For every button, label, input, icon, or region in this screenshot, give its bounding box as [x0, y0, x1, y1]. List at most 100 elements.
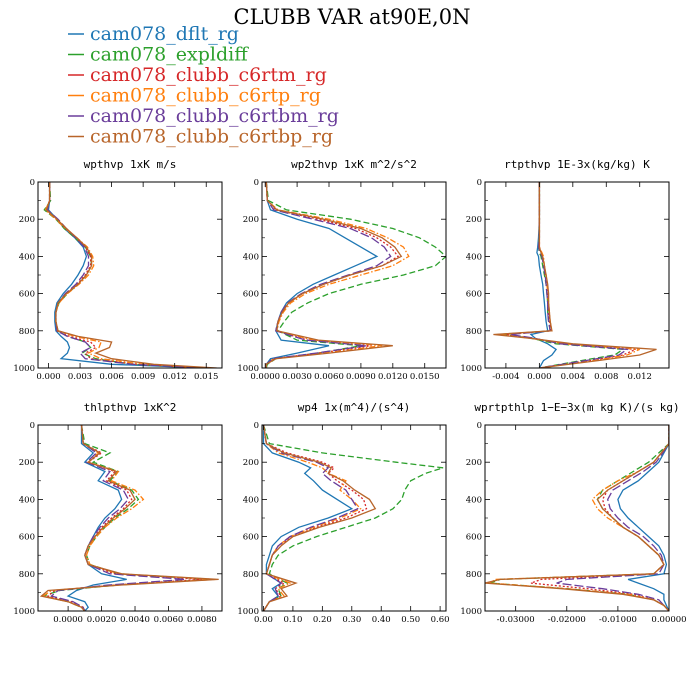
series-line — [262, 425, 354, 611]
series-line — [489, 425, 669, 611]
series-line — [488, 425, 669, 611]
legend-label: cam078_clubb_c6rtp_rg — [90, 85, 321, 107]
panel-title: rtpthvp 1E-3x(kg/kg) K — [504, 158, 650, 171]
legend-item: cam078_expldiff — [68, 44, 249, 66]
series-line — [262, 425, 368, 611]
panel-4: thlpthvp 1xK^2 0 200 400 600 800 1000 0.0000 0.0… — [13, 401, 223, 625]
x-tick-label: 0.10 — [283, 615, 302, 625]
series-line — [556, 425, 669, 611]
x-tick-label: 0.0030 — [282, 372, 312, 382]
y-tick-label: 0 — [254, 178, 259, 188]
series-line — [45, 182, 217, 368]
panel-title: wp4 1x(m^4)/(s^4) — [298, 401, 411, 414]
y-tick-label: 800 — [19, 327, 35, 337]
legend-label: cam078_clubb_c6rtbp_rg — [90, 126, 333, 148]
y-tick-label: 400 — [243, 252, 259, 262]
y-tick-label: 1000 — [13, 364, 35, 374]
series-line — [510, 182, 630, 368]
panel-title: wprtpthlp 1−E−3x(m kg K)/(s kg) — [474, 401, 679, 414]
x-tick-label: 0.0020 — [87, 615, 117, 625]
y-tick-label: 0 — [477, 421, 482, 431]
panel-series — [262, 425, 444, 611]
x-tick-label: -0.004 — [492, 372, 519, 382]
series-line — [262, 425, 377, 611]
x-tick-label: -0.01000 — [599, 615, 637, 625]
panel-frame — [484, 181, 670, 369]
x-tick-label: 0.0060 — [154, 615, 184, 625]
legend-item: cam078_clubb_c6rtp_rg — [68, 85, 321, 107]
series-line — [485, 425, 669, 611]
x-tick-label: 0.0000 — [250, 372, 280, 382]
legend-item: cam078_clubb_c6rtbp_rg — [68, 126, 333, 148]
series-line — [46, 182, 207, 368]
series-line — [529, 182, 558, 368]
x-tick-label: 0.0060 — [314, 372, 344, 382]
y-tick-label: 800 — [243, 327, 259, 337]
x-tick-label: 0.012 — [628, 372, 652, 382]
panel-series — [485, 425, 669, 611]
panel-frame — [484, 424, 670, 612]
y-tick-label: 800 — [466, 570, 482, 580]
x-tick-label: 0.003 — [68, 372, 92, 382]
x-tick-label: 0.000 — [36, 372, 60, 382]
panel-title: thlpthvp 1xK^2 — [84, 401, 177, 414]
series-line — [44, 182, 207, 368]
y-tick-label: 0 — [254, 421, 259, 431]
panel-title: wpthvp 1xK m/s — [84, 158, 177, 171]
y-tick-label: 600 — [243, 290, 259, 300]
y-tick-label: 0 — [477, 178, 482, 188]
series-line — [530, 425, 669, 611]
x-tick-label: 0.00 — [254, 615, 273, 625]
x-tick-label: 0.0120 — [378, 372, 408, 382]
series-line — [46, 425, 202, 611]
x-tick-label: 0.40 — [372, 615, 391, 625]
y-tick-label: 600 — [19, 533, 35, 543]
y-tick-label: 1000 — [237, 607, 259, 617]
series-line — [501, 182, 625, 368]
panel-series — [39, 425, 219, 611]
series-line — [39, 425, 219, 611]
series-line — [262, 425, 359, 611]
y-tick-label: 200 — [243, 458, 259, 468]
series-line — [265, 182, 403, 368]
x-tick-label: 0.0080 — [187, 615, 217, 625]
y-tick-label: 0 — [30, 421, 35, 431]
series-line — [40, 425, 211, 611]
series-line — [617, 425, 669, 611]
y-tick-label: 800 — [466, 327, 482, 337]
series-line — [45, 182, 207, 368]
series-line — [43, 182, 207, 368]
panel-series — [265, 182, 446, 368]
y-tick-label: 1000 — [460, 607, 482, 617]
y-tick-label: 800 — [19, 570, 35, 580]
x-tick-label: 0.004 — [561, 372, 585, 382]
panel-2: wp2thvp 1xK m^2/s^2020040060080010000.00… — [237, 158, 447, 382]
y-tick-label: 200 — [466, 215, 482, 225]
y-tick-label: 0 — [30, 178, 35, 188]
y-tick-label: 600 — [466, 290, 482, 300]
y-tick-label: 200 — [466, 458, 482, 468]
series-line — [262, 425, 362, 611]
y-tick-label: 400 — [466, 495, 482, 505]
legend-item: cam078_clubb_c6rtm_rg — [68, 64, 327, 86]
legend-label: cam078_dflt_rg — [90, 23, 239, 45]
x-tick-label: 0.20 — [313, 615, 332, 625]
series-line — [265, 182, 410, 368]
series-line — [505, 182, 636, 368]
series-line — [265, 182, 379, 368]
panel-title: wp2thvp 1xK m^2/s^2 — [291, 158, 417, 171]
x-tick-label: 0.008 — [594, 372, 618, 382]
panel-frame — [261, 181, 447, 369]
series-line — [497, 182, 640, 368]
series-line — [493, 182, 657, 368]
panel-series — [493, 182, 657, 368]
y-tick-label: 400 — [19, 252, 35, 262]
series-line — [265, 182, 446, 368]
x-tick-label: 0.50 — [401, 615, 420, 625]
y-tick-label: 200 — [243, 215, 259, 225]
y-tick-label: 1000 — [237, 364, 259, 374]
